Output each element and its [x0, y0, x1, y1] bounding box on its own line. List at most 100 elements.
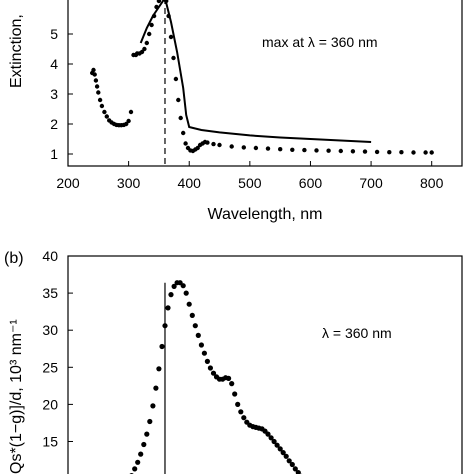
panel-a-y-tick-label: 2	[50, 116, 58, 132]
panel-b-data-point	[289, 461, 295, 468]
panel-b-y-tick-label: 35	[42, 285, 58, 301]
panel-a-data-point	[144, 40, 149, 46]
panel-a-series-line	[139, 0, 372, 143]
panel-b-data-point	[132, 466, 138, 472]
panel-b-data-point	[183, 290, 189, 296]
panel-b-data-point	[198, 342, 204, 348]
panel-a-y-axis-label: Extinction,	[8, 14, 25, 88]
panel-a-data-point	[147, 31, 152, 37]
panel-a-data-point	[181, 130, 186, 136]
panel-a-data-point	[411, 150, 416, 155]
panel-b-data-point	[280, 450, 286, 456]
panel-b-data-point	[210, 370, 217, 376]
panel-b-data-point	[226, 375, 232, 381]
panel-a-data-point	[429, 150, 434, 155]
panel-b-data-point	[171, 283, 177, 289]
panel-a-data-point	[178, 115, 183, 121]
panel-a-data-point	[195, 145, 200, 151]
panel-b-data-point	[274, 442, 280, 448]
panel-b-y-tick-label: 15	[42, 433, 58, 449]
panel-b-data-point	[286, 458, 292, 464]
panel-a-data-point	[423, 150, 428, 155]
panel-a-data-point	[97, 97, 103, 103]
panel-b-data-point	[283, 453, 289, 459]
panel-b-data-point	[295, 470, 301, 474]
panel-b-data-point	[186, 301, 192, 307]
panel-a-data-point	[399, 150, 404, 155]
panel-b-data-point	[265, 431, 271, 437]
panel-b-label: (b)	[4, 250, 24, 267]
panel-b-data-point	[229, 381, 235, 387]
panel-a-data-point	[102, 109, 107, 115]
panel-b-data-point	[144, 431, 150, 437]
panel-b-data-point	[277, 446, 283, 452]
panel-a-data-point	[176, 97, 181, 103]
panel-b-data-point	[238, 409, 244, 415]
panel-b-data-point	[159, 343, 165, 350]
panel-a-data-point	[91, 67, 96, 73]
panel-a-x-tick-label: 300	[117, 175, 141, 191]
panel-b-data-point	[180, 283, 186, 289]
panel-b-data-point	[195, 332, 201, 338]
panel-a-data-point	[387, 150, 392, 155]
panel-a-x-tick-label: 200	[56, 175, 80, 191]
panel-b-annotation: λ = 360 nm	[322, 325, 392, 341]
panel-a-data-point	[92, 72, 97, 77]
panel-b-data-point	[235, 401, 241, 407]
panel-a-data-point	[128, 109, 134, 115]
panel-b-data-point	[147, 418, 153, 425]
panel-a-data-point	[350, 149, 356, 154]
panel-b-data-point	[168, 292, 174, 298]
panel-a-data-point	[126, 118, 131, 124]
panel-a-data-point	[99, 103, 105, 109]
panel-b-y-tick-label: 10	[42, 471, 58, 474]
panel-a-annotation: max at λ = 360 nm	[262, 34, 378, 50]
panel-b-data-point	[292, 466, 298, 472]
panel-a-x-axis-label: Wavelength, nm	[207, 206, 322, 223]
panel-a-data-point	[171, 55, 176, 61]
panel-b-data-point	[141, 441, 147, 448]
panel-b-y-tick-label: 25	[42, 359, 58, 375]
panel-b-data-point	[165, 305, 171, 311]
panel-b-data-point	[138, 451, 144, 457]
panel-a-data-point	[326, 148, 331, 153]
panel-a-x-tick-label: 400	[178, 175, 202, 191]
panel-a: 200 300 400 500 600 700 800 1 2 3 4 5 max at λ = 36…	[8, 0, 463, 223]
panel-a-data-point	[374, 149, 380, 155]
panel-b-y-tick-label: 20	[42, 396, 58, 412]
panel-a-data-point	[362, 149, 368, 154]
panel-b-data-point	[201, 350, 207, 356]
panel-b-y-tick-label: 40	[42, 248, 58, 264]
panel-a-data-point	[265, 146, 271, 151]
panel-a-data-point	[93, 78, 99, 83]
panel-a-y-tick-label: 3	[50, 86, 58, 102]
panel-a-plot-area	[67, 0, 463, 167]
panel-b-data-point	[150, 403, 156, 409]
panel-a-data-point	[96, 90, 101, 95]
panel-a-data-point	[338, 148, 343, 154]
panel-b-data-point	[204, 358, 210, 364]
panel-a-data-point	[149, 22, 154, 28]
panel-b-data-point	[153, 385, 159, 391]
panel-b-data-point	[241, 415, 247, 421]
panel-a-data-point	[205, 140, 210, 145]
panel-b-data-point	[271, 438, 277, 445]
panel-a-data-point	[168, 34, 174, 40]
panel-a-data-point	[139, 49, 145, 55]
panel-b-series	[129, 280, 303, 474]
panel-a-data-point	[290, 147, 295, 152]
panel-a-data-point	[94, 84, 100, 89]
panel-b-data-point	[135, 459, 141, 465]
panel-b-data-point	[189, 312, 195, 318]
panel-a-y-tick-label: 4	[50, 56, 58, 72]
panel-b-ticks: 10 15 20 25 30 35 40	[42, 248, 73, 474]
panel-a-data-point	[217, 142, 222, 148]
panel-a-data-point	[142, 46, 147, 52]
panel-a-data-point	[302, 147, 307, 153]
panel-a-x-tick-label: 500	[238, 175, 262, 191]
panel-b-data-point	[192, 323, 198, 329]
panel-a-ticks: 200 300 400 500 600 700 800 1 2 3 4 5	[50, 26, 443, 191]
panel-a-x-tick-label: 800	[420, 175, 444, 191]
panel-b-data-point	[207, 365, 213, 371]
